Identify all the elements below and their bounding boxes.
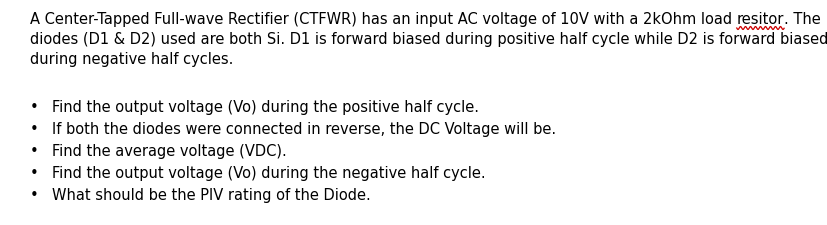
Text: •: • [30,143,39,158]
Text: . The: . The [784,12,821,27]
Text: •: • [30,122,39,136]
Text: •: • [30,187,39,202]
Text: •: • [30,99,39,115]
Text: If both the diodes were connected in reverse, the DC Voltage will be.: If both the diodes were connected in rev… [52,122,556,136]
Text: What should be the PIV rating of the Diode.: What should be the PIV rating of the Dio… [52,187,370,202]
Text: during negative half cycles.: during negative half cycles. [30,52,233,67]
Text: Find the output voltage (Vo) during the positive half cycle.: Find the output voltage (Vo) during the … [52,99,479,115]
Text: Find the average voltage (VDC).: Find the average voltage (VDC). [52,143,287,158]
Text: diodes (D1 & D2) used are both Si. D1 is forward biased during positive half cyc: diodes (D1 & D2) used are both Si. D1 is… [30,32,827,47]
Text: A Center-Tapped Full-wave Rectifier (CTFWR) has an input AC voltage of 10V with : A Center-Tapped Full-wave Rectifier (CTF… [30,12,737,27]
Text: •: • [30,165,39,180]
Text: Find the output voltage (Vo) during the negative half cycle.: Find the output voltage (Vo) during the … [52,165,485,180]
Text: resitor: resitor [737,12,784,27]
